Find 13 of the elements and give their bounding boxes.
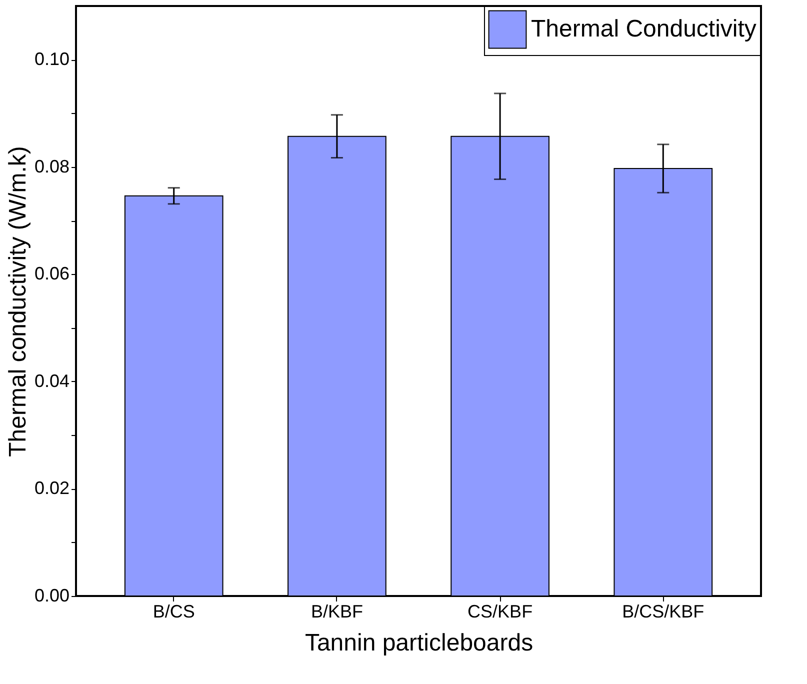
y-tick-label: 0.10 — [34, 49, 70, 70]
y-tick-label: 0.06 — [34, 264, 70, 284]
x-tick-label: CS/KBF — [468, 602, 533, 622]
x-axis-title: Tannin particleboards — [304, 630, 534, 656]
y-tick-label: 0.04 — [34, 370, 70, 391]
legend-label: Thermal Conductivity — [531, 16, 756, 42]
y-tick-label: 0.00 — [34, 586, 70, 606]
y-tick-label: 0.02 — [34, 478, 70, 498]
x-tick-label: B/CS — [152, 602, 195, 622]
x-tick-label: B/CS/KBF — [622, 602, 704, 622]
y-tick-label: 0.08 — [34, 156, 70, 176]
x-tick-label: B/KBF — [310, 602, 363, 622]
y-axis-title: Thermal conductivity (W/m.k) — [4, 146, 32, 457]
